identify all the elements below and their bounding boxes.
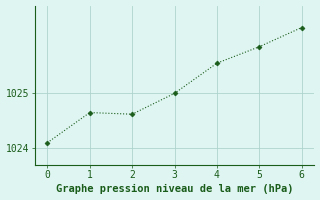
X-axis label: Graphe pression niveau de la mer (hPa): Graphe pression niveau de la mer (hPa) xyxy=(56,184,293,194)
